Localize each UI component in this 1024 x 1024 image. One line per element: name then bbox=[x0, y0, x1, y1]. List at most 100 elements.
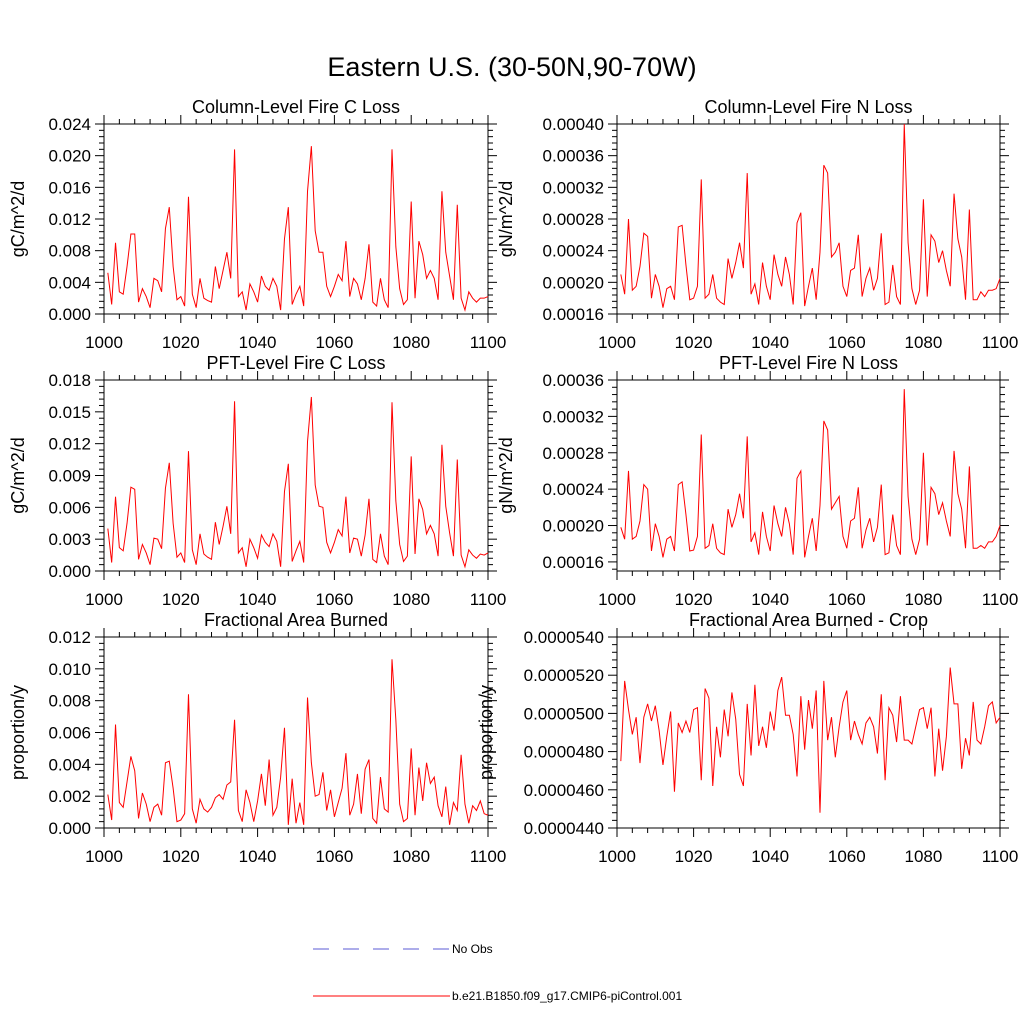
x-tick-label: 1020 bbox=[162, 590, 200, 609]
x-tick-label: 1100 bbox=[982, 590, 1019, 609]
plot-frame bbox=[616, 636, 1001, 829]
y-tick-label: 0.004 bbox=[48, 755, 91, 774]
y-tick-label: 0.00024 bbox=[543, 242, 604, 261]
chart-panel: Fractional Area Burned 1000 1020 1040 1060 10… bbox=[8, 610, 506, 866]
panel-title: Column-Level Fire C Loss bbox=[192, 97, 400, 117]
panel-title: Fractional Area Burned bbox=[204, 610, 388, 630]
y-tick-label: 0.00016 bbox=[543, 305, 604, 324]
x-tick-label: 1060 bbox=[828, 590, 866, 609]
y-tick-label: 0.00036 bbox=[543, 147, 604, 166]
y-tick-label: 0.0000500 bbox=[524, 704, 604, 723]
y-tick-label: 0.00020 bbox=[543, 273, 604, 292]
y-tick-label: 0.004 bbox=[48, 273, 91, 292]
x-tick-label: 1040 bbox=[751, 847, 789, 866]
chart-panel: Fractional Area Burned - Crop 1000 1020 104… bbox=[476, 610, 1018, 866]
x-tick-label: 1020 bbox=[162, 333, 200, 352]
x-tick-label: 1040 bbox=[751, 333, 789, 352]
x-tick-label: 1000 bbox=[598, 333, 636, 352]
y-tick-label: 0.012 bbox=[48, 210, 91, 229]
series-line bbox=[620, 389, 1001, 558]
y-axis-label: gN/m^2/d bbox=[496, 181, 516, 257]
x-tick-label: 1040 bbox=[751, 590, 789, 609]
x-tick-label: 1000 bbox=[598, 590, 636, 609]
x-tick-label: 1060 bbox=[828, 333, 866, 352]
y-tick-label: 0.012 bbox=[48, 435, 91, 454]
y-tick-label: 0.00032 bbox=[543, 407, 604, 426]
panel-title: Fractional Area Burned - Crop bbox=[689, 610, 928, 630]
x-tick-label: 1020 bbox=[162, 847, 200, 866]
y-tick-label: 0.006 bbox=[48, 724, 91, 743]
series-line bbox=[107, 659, 489, 825]
x-tick-label: 1100 bbox=[470, 847, 507, 866]
panels: Column-Level Fire C Loss 1000 1020 1040 1060… bbox=[8, 97, 1018, 866]
x-tick-label: 1040 bbox=[239, 847, 277, 866]
y-tick-label: 0.00024 bbox=[543, 480, 604, 499]
plot-frame bbox=[103, 636, 489, 829]
y-tick-label: 0.00032 bbox=[543, 178, 604, 197]
legend-item-model: b.e21.B1850.f09_g17.CMIP6-piControl.001 bbox=[313, 989, 682, 1003]
y-tick-label: 0.00040 bbox=[543, 115, 604, 134]
x-tick-label: 1080 bbox=[904, 590, 942, 609]
x-tick-label: 1000 bbox=[85, 590, 123, 609]
y-axis-label: proportion/y bbox=[8, 685, 28, 780]
legend-label-model: b.e21.B1850.f09_g17.CMIP6-piControl.001 bbox=[452, 989, 682, 1003]
y-tick-label: 0.020 bbox=[48, 147, 91, 166]
y-tick-label: 0.0000460 bbox=[524, 781, 604, 800]
y-tick-label: 0.008 bbox=[48, 242, 91, 261]
legend-label-obs: No Obs bbox=[452, 942, 493, 956]
x-tick-label: 1040 bbox=[239, 590, 277, 609]
panel-title: PFT-Level Fire C Loss bbox=[206, 353, 385, 373]
x-tick-label: 1080 bbox=[392, 333, 430, 352]
x-tick-label: 1060 bbox=[315, 847, 353, 866]
legend-item-obs: No Obs bbox=[313, 942, 493, 956]
series-line bbox=[107, 146, 489, 312]
y-tick-label: 0.00020 bbox=[543, 517, 604, 536]
x-tick-label: 1080 bbox=[392, 847, 430, 866]
y-axis-label: gN/m^2/d bbox=[496, 437, 516, 513]
x-tick-label: 1020 bbox=[675, 847, 713, 866]
y-tick-label: 0.0000520 bbox=[524, 666, 604, 685]
y-axis-label: proportion/y bbox=[476, 685, 496, 780]
series-line bbox=[107, 396, 489, 569]
x-tick-label: 1060 bbox=[828, 847, 866, 866]
x-tick-label: 1000 bbox=[85, 847, 123, 866]
y-tick-label: 0.024 bbox=[48, 115, 91, 134]
x-tick-label: 1020 bbox=[675, 590, 713, 609]
y-tick-label: 0.006 bbox=[48, 498, 91, 517]
y-tick-label: 0.012 bbox=[48, 628, 91, 647]
series-line bbox=[620, 123, 1001, 308]
y-tick-label: 0.000 bbox=[48, 562, 91, 581]
chart-panel: PFT-Level Fire N Loss 1000 1020 1040 1060 108… bbox=[496, 353, 1018, 609]
x-tick-label: 1100 bbox=[470, 333, 507, 352]
x-tick-label: 1000 bbox=[85, 333, 123, 352]
x-tick-label: 1040 bbox=[239, 333, 277, 352]
x-tick-label: 1100 bbox=[982, 847, 1019, 866]
y-tick-label: 0.0000540 bbox=[524, 628, 604, 647]
y-tick-label: 0.016 bbox=[48, 178, 91, 197]
x-tick-label: 1060 bbox=[315, 590, 353, 609]
y-tick-label: 0.00016 bbox=[543, 553, 604, 572]
x-tick-label: 1080 bbox=[904, 333, 942, 352]
y-axis-label: gC/m^2/d bbox=[8, 181, 28, 257]
x-tick-label: 1020 bbox=[675, 333, 713, 352]
y-tick-label: 0.002 bbox=[48, 787, 91, 806]
y-tick-label: 0.0000440 bbox=[524, 819, 604, 838]
plot-frame bbox=[616, 379, 1001, 572]
y-tick-label: 0.00036 bbox=[543, 371, 604, 390]
y-tick-label: 0.00028 bbox=[543, 444, 604, 463]
panel-title: PFT-Level Fire N Loss bbox=[719, 353, 898, 373]
y-tick-label: 0.000 bbox=[48, 305, 91, 324]
chart-panel: PFT-Level Fire C Loss 1000 1020 1040 1060 108… bbox=[8, 353, 506, 609]
y-tick-label: 0.018 bbox=[48, 371, 91, 390]
y-tick-label: 0.008 bbox=[48, 692, 91, 711]
chart-panel: Column-Level Fire C Loss 1000 1020 1040 1060… bbox=[8, 97, 506, 352]
y-tick-label: 0.010 bbox=[48, 660, 91, 679]
y-tick-label: 0.003 bbox=[48, 530, 91, 549]
y-tick-label: 0.000 bbox=[48, 819, 91, 838]
chart-panel: Column-Level Fire N Loss 1000 1020 1040 1060… bbox=[496, 97, 1018, 352]
series-line bbox=[620, 667, 1001, 813]
figure-title: Eastern U.S. (30-50N,90-70W) bbox=[327, 52, 696, 82]
x-tick-label: 1060 bbox=[315, 333, 353, 352]
y-tick-label: 0.0000480 bbox=[524, 743, 604, 762]
